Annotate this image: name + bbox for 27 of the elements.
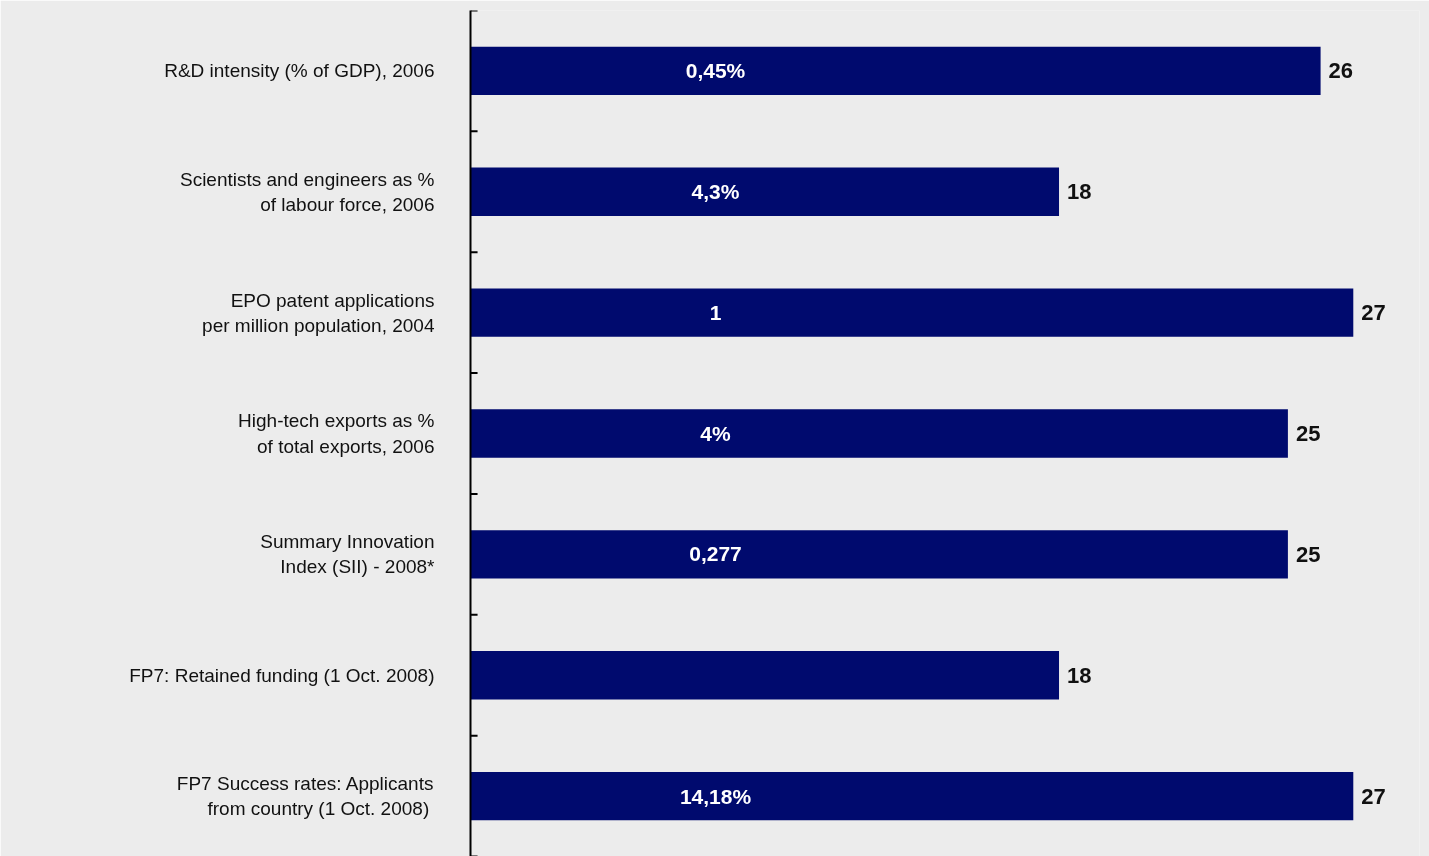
- y-tick-label: Scientists and engineers as % of labour force, 2006: [179, 168, 435, 215]
- y-tick-label: FP7 Success rates: Applicants from country (1 Oct. 2008): [176, 772, 434, 820]
- y-tick-label: FP7: Retained funding (1 Oct. 2008): [129, 664, 435, 686]
- bar: [470, 46, 1321, 96]
- bar: [470, 530, 1288, 579]
- bar: [470, 167, 1060, 216]
- y-tick-label: Summary Innovation Index (SII) - 2008*: [260, 531, 436, 578]
- annotation: 0,277: [689, 542, 742, 566]
- bar: [470, 651, 1060, 700]
- annotation: 0,45%: [685, 59, 746, 83]
- annotation: 14,18%: [679, 784, 752, 808]
- bar: [470, 288, 1354, 337]
- annotation: 1: [709, 300, 722, 324]
- annotation: 4,3%: [691, 180, 740, 204]
- y-tick-label: R&D intensity (% of GDP), 2006: [164, 60, 435, 82]
- data-label: 18: [1067, 179, 1092, 205]
- data-label: 27: [1361, 783, 1386, 809]
- y-tick-label: High-tech exports as % of total exports, 2006: [238, 410, 435, 457]
- bar: [470, 409, 1288, 458]
- y-tick-label: EPO patent applications per million population, 2004: [202, 289, 435, 336]
- data-label: 18: [1067, 662, 1092, 688]
- annotation: 4%: [700, 422, 731, 445]
- data-label: 25: [1295, 421, 1321, 446]
- data-label: 26: [1328, 58, 1354, 84]
- data-label: 27: [1361, 300, 1386, 326]
- data-label: 25: [1295, 541, 1321, 567]
- bar: [470, 771, 1354, 821]
